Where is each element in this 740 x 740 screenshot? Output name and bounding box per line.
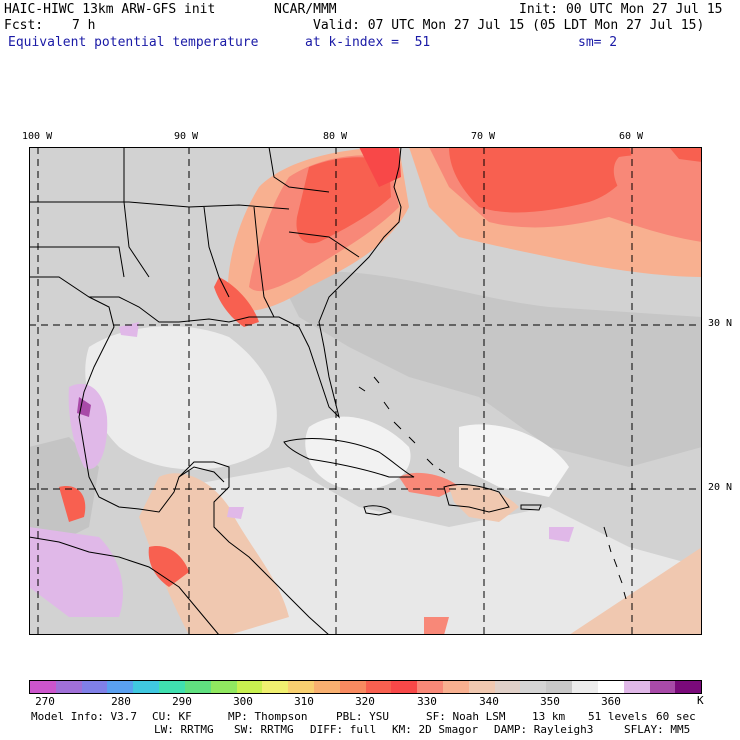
colorbar-swatch (210, 681, 237, 693)
valid-time: Valid: 07 UTC Mon 27 Jul 15 (05 LDT Mon … (313, 18, 705, 33)
footer-sflay: SFLAY: MM5 (624, 723, 691, 736)
colorbar-tick: 360 (601, 695, 621, 708)
footer-levels: 51 levels (588, 710, 648, 723)
lon-label-60w: 60 W (619, 131, 644, 142)
colorbar-tick: 310 (294, 695, 314, 708)
colorbar-swatch (520, 681, 547, 693)
colorbar-swatch (572, 681, 598, 693)
field-name: Equivalent potential temperature (8, 35, 259, 50)
footer-cu: CU: KF (152, 710, 192, 723)
colorbar-swatch (339, 681, 366, 693)
light-shading (29, 271, 702, 635)
colorbar-swatch (262, 681, 289, 693)
colorbar-swatch (55, 681, 82, 693)
model-title: HAIC-HIWC 13km ARW-GFS init (4, 2, 216, 17)
colorbar-swatch (391, 681, 418, 693)
footer-resolution: 13 km (532, 710, 566, 723)
colorbar-swatch (675, 681, 702, 693)
footer-sf: SF: Noah LSM (426, 710, 506, 723)
footer-diff: DIFF: full (310, 723, 377, 736)
lon-label-100w: 100 W (22, 131, 53, 142)
organization: NCAR/MMM (274, 2, 337, 17)
footer-mp: MP: Thompson (228, 710, 308, 723)
colorbar-tick: 280 (111, 695, 131, 708)
colorbar-tick: 270 (35, 695, 55, 708)
lon-label-90w: 90 W (174, 131, 199, 142)
colorbar-swatch (288, 681, 314, 693)
central-america-warm (59, 472, 702, 635)
footer-timestep: 60 sec (656, 710, 696, 723)
footer-pbl: PBL: YSU (336, 710, 389, 723)
colorbar-swatch (649, 681, 676, 693)
lat-label-20n: 20 N (708, 482, 733, 493)
colorbar-tick: 300 (233, 695, 253, 708)
footer-damp: DAMP: Rayleigh3 (494, 723, 594, 736)
colorbar-tick: 320 (355, 695, 375, 708)
atlantic-high-theta-e (409, 147, 702, 277)
colorbar-swatch (417, 681, 443, 693)
lon-label-80w: 80 W (323, 131, 348, 142)
colorbar-swatch (236, 681, 263, 693)
low-theta-e-purple (29, 322, 574, 617)
forecast-hour: 7 h (72, 18, 96, 33)
colorbar-tick: 350 (540, 695, 560, 708)
footer-km: KM: 2D Smagor (392, 723, 479, 736)
colorbar-swatch (494, 681, 521, 693)
colorbar-tick: 290 (172, 695, 192, 708)
colorbar-swatch (107, 681, 134, 693)
map-frame (29, 147, 702, 635)
colorbar-swatch (597, 681, 624, 693)
forecast-label: Fcst: (4, 18, 44, 33)
colorbar-swatch (546, 681, 573, 693)
footer-model-info: Model Info: V3.7 (31, 710, 137, 723)
colorbar-swatch (313, 681, 340, 693)
colorbar (29, 680, 702, 694)
colorbar-swatch (365, 681, 392, 693)
vertical-level: at k-index = 51 (305, 35, 431, 50)
colorbar-swatch (30, 681, 56, 693)
colorbar-unit: K (697, 694, 704, 707)
lat-label-30n: 30 N (708, 318, 733, 329)
colorbar-swatch (184, 681, 211, 693)
colorbar-swatch (623, 681, 650, 693)
colorbar-swatch (159, 681, 185, 693)
colorbar-swatch (468, 681, 495, 693)
colorbar-swatch (443, 681, 469, 693)
lat-lon-grid (29, 147, 702, 635)
footer-sw: SW: RRTMG (234, 723, 294, 736)
smoothing: sm= 2 (578, 35, 618, 50)
colorbar-swatch (81, 681, 108, 693)
footer-lw: LW: RRTMG (154, 723, 214, 736)
lon-label-70w: 70 W (471, 131, 496, 142)
init-time: Init: 00 UTC Mon 27 Jul 15 (519, 2, 723, 17)
coastlines-and-borders (29, 147, 627, 635)
theta-e-map (29, 147, 702, 635)
colorbar-swatch (133, 681, 160, 693)
colorbar-tick: 330 (417, 695, 437, 708)
colorbar-tick: 340 (479, 695, 499, 708)
